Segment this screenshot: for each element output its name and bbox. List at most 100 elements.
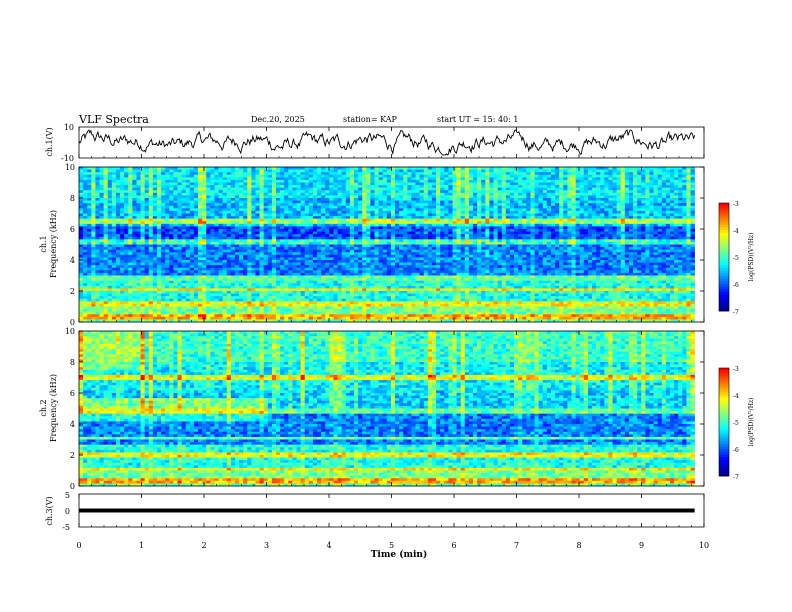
- spectrogram-cell: [390, 208, 396, 212]
- spectrogram-cell: [152, 208, 158, 212]
- spectrogram-cell: [259, 210, 264, 214]
- spectrogram-cell: [263, 239, 269, 243]
- spectrogram-cell: [173, 226, 178, 230]
- spectrogram-cell: [288, 167, 293, 170]
- spectrogram-cell: [612, 200, 617, 204]
- spectrogram-cell: [395, 226, 400, 230]
- spectrogram-cell: [91, 205, 96, 209]
- spectrogram-cell: [169, 205, 174, 209]
- spectrogram-cell: [407, 231, 412, 235]
- spectrogram-cell: [308, 226, 314, 230]
- spectrogram-cell: [509, 198, 515, 201]
- spectrogram-cell: [600, 198, 605, 201]
- spectrogram-cell: [390, 221, 396, 225]
- spectrogram-cell: [657, 223, 663, 227]
- spectrogram-cell: [317, 231, 322, 235]
- spectrogram-cell: [374, 192, 379, 196]
- spectrogram-cell: [505, 231, 511, 235]
- spectrogram-cell: [563, 205, 568, 209]
- spectrogram-cell: [563, 200, 568, 204]
- spectrogram-cell: [538, 200, 544, 204]
- spectrogram-cell: [608, 210, 613, 214]
- spectrogram-cell: [641, 216, 646, 219]
- spectrogram-cell: [657, 221, 663, 225]
- spectrogram-cell: [329, 247, 334, 250]
- spectrogram-cell: [505, 179, 511, 183]
- spectrogram-cell: [288, 213, 293, 217]
- spectrogram-cell: [99, 167, 104, 170]
- spectrogram-cell: [427, 213, 433, 217]
- spectrogram-cell: [337, 203, 342, 207]
- spectrogram-cell: [362, 174, 367, 178]
- spectrogram-cell: [296, 226, 301, 230]
- spectrogram-cell: [107, 190, 113, 194]
- spectrogram-cell: [329, 249, 334, 253]
- spectrogram-cell: [550, 190, 556, 194]
- spectrogram-cell: [514, 234, 519, 238]
- spectrogram-cell: [292, 249, 297, 253]
- spectrogram-cell: [468, 221, 474, 225]
- spectrogram-cell: [456, 229, 461, 232]
- spectrogram-cell: [661, 236, 667, 240]
- spectrogram-cell: [567, 195, 572, 199]
- spectrogram-cell: [690, 205, 695, 209]
- spectrogram-cell: [501, 210, 507, 214]
- spectrogram-cell: [628, 213, 634, 217]
- spectrogram-cell: [596, 169, 601, 173]
- spectrogram-cell: [583, 192, 589, 196]
- spectrogram-cell: [563, 174, 568, 178]
- spectrogram-cell: [99, 200, 104, 204]
- spectrogram-cell: [161, 200, 166, 204]
- spectrogram-cell: [530, 218, 535, 222]
- spectrogram-cell: [308, 198, 314, 201]
- spectrogram-cell: [690, 226, 695, 230]
- spectrogram-cell: [514, 205, 519, 209]
- spectrogram-cell: [124, 236, 129, 240]
- spectrogram-cell: [682, 244, 687, 248]
- spectrogram-cell: [370, 182, 375, 186]
- spectrogram-cell: [333, 210, 338, 214]
- spectrogram-cell: [366, 247, 371, 250]
- spectrogram-cell: [362, 177, 367, 181]
- spectrogram-cell: [546, 229, 552, 232]
- spectrogram-cell: [111, 226, 117, 230]
- spectrogram-cell: [678, 247, 683, 250]
- spectrogram-cell: [608, 229, 613, 232]
- spectrogram-cell: [202, 169, 207, 173]
- spectrogram-cell: [657, 177, 663, 181]
- spectrogram-cell: [317, 223, 322, 227]
- spectrogram-cell: [366, 249, 371, 253]
- spectrogram-cell: [616, 241, 622, 245]
- spectrogram-cell: [276, 205, 281, 209]
- spectrogram-cell: [341, 192, 347, 196]
- spectrogram-cell: [271, 198, 277, 201]
- spectrogram-cell: [612, 249, 617, 253]
- spectrogram-cell: [230, 210, 236, 214]
- spectrogram-cell: [198, 200, 203, 204]
- spectrogram-cell: [604, 187, 609, 191]
- spectrogram-cell: [427, 216, 433, 219]
- spectrogram-cell: [661, 223, 667, 227]
- spectrogram-cell: [128, 192, 133, 196]
- spectrogram-cell: [526, 239, 531, 243]
- spectrogram-cell: [468, 167, 474, 170]
- spectrogram-cell: [111, 192, 117, 196]
- spectrogram-cell: [276, 208, 281, 212]
- spectrogram-cell: [370, 208, 375, 212]
- spectrogram-cell: [345, 179, 351, 183]
- spectrogram-cell: [444, 226, 449, 230]
- spectrogram-cell: [230, 185, 236, 188]
- spectrogram-cell: [436, 249, 441, 253]
- spectrogram-cell: [111, 205, 117, 209]
- spectrogram-cell: [456, 167, 461, 170]
- spectrogram-cell: [83, 187, 88, 191]
- spectrogram-cell: [349, 179, 355, 183]
- spectrogram-cell: [193, 167, 199, 170]
- spectrogram-cell: [583, 226, 589, 230]
- spectrogram-cell: [645, 249, 650, 253]
- spectrogram-cell: [592, 187, 597, 191]
- spectrogram-cell: [616, 236, 622, 240]
- spectrogram-cell: [267, 234, 273, 238]
- spectrogram-cell: [546, 167, 552, 170]
- spectrogram-cell: [140, 190, 145, 194]
